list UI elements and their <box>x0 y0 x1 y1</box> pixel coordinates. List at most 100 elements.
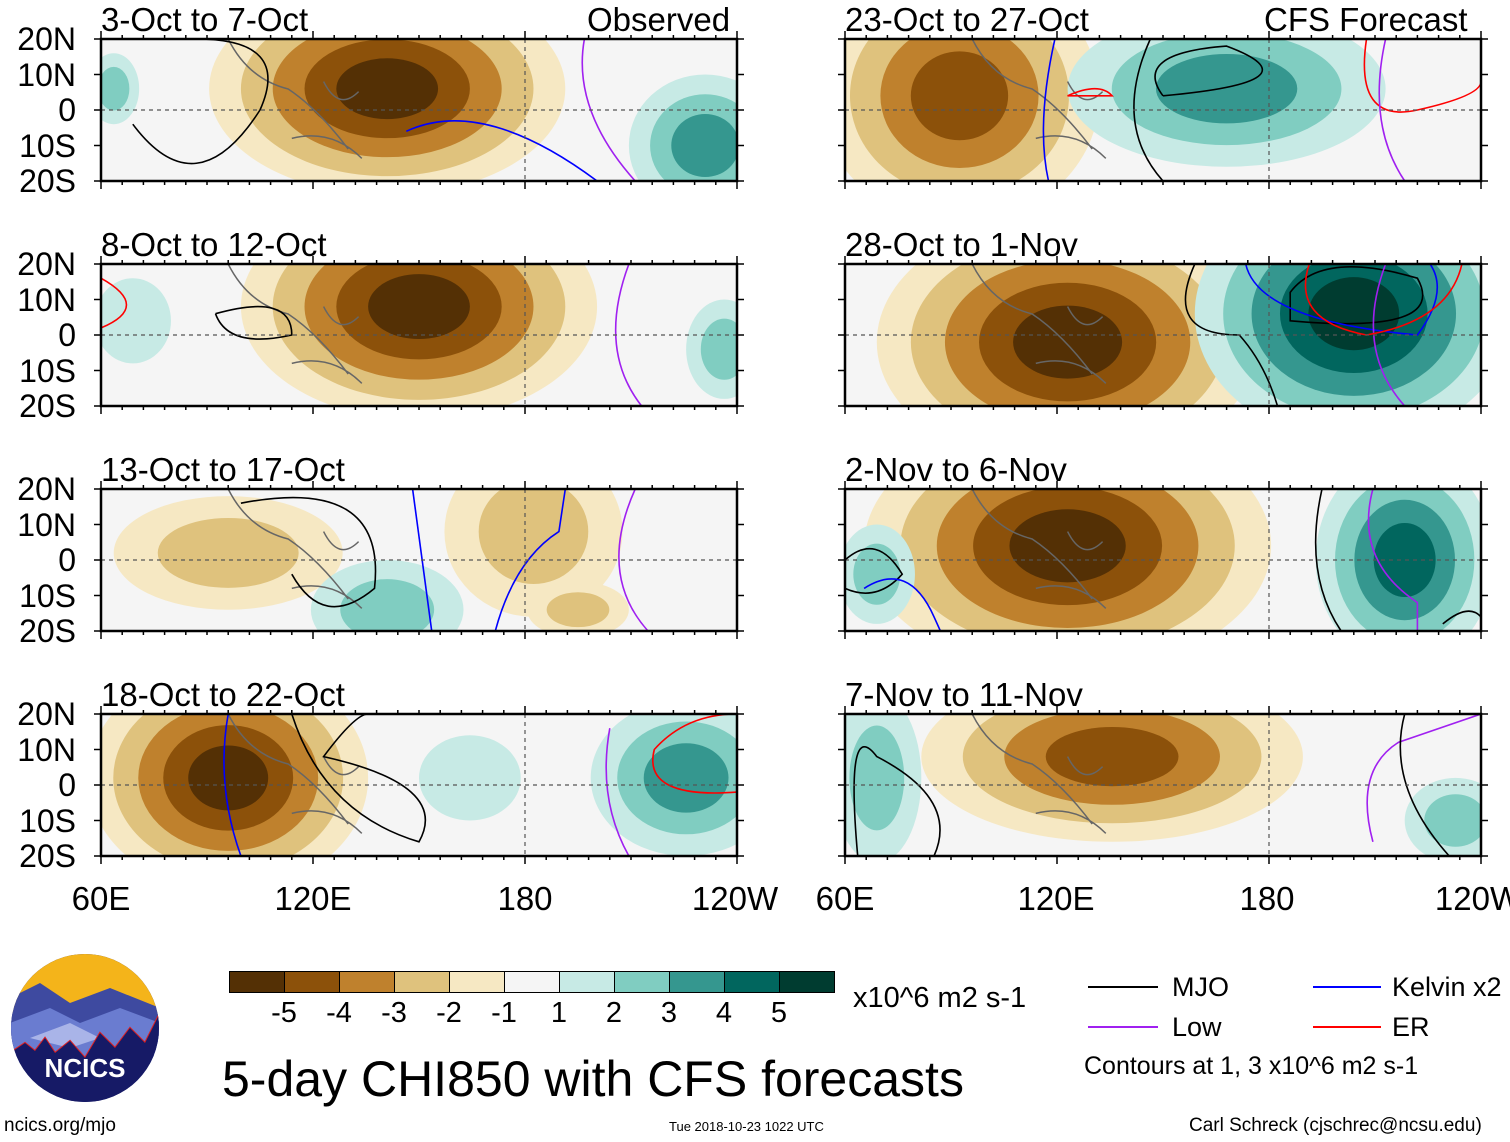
colorbar-label: -1 <box>491 997 517 1029</box>
anomaly-shading <box>643 743 729 813</box>
anomaly-shading <box>157 517 299 588</box>
map-panel-right-2 <box>838 481 1488 639</box>
colorbar-label: -4 <box>326 997 352 1029</box>
coastline <box>227 714 363 834</box>
anomaly-shading <box>1045 726 1179 787</box>
map-panel-right-3 <box>838 706 1488 864</box>
legend-line-mjo <box>1088 986 1158 988</box>
lon-label: 120E <box>1017 880 1095 917</box>
lat-label: 10N <box>17 281 76 318</box>
lon-label: 120W <box>1434 880 1510 917</box>
ncics-logo: NCICS <box>11 954 159 1102</box>
map-panel-left-2 <box>94 481 744 639</box>
map-panel-right-0 <box>838 31 1488 189</box>
wave-contour <box>240 496 377 608</box>
wave-contour <box>863 578 942 631</box>
coastline <box>227 264 363 384</box>
wave-contour <box>1244 264 1439 336</box>
panel-title: 13-Oct to 17-Oct <box>101 451 345 488</box>
wave-contour <box>1367 489 1419 631</box>
logo-text: NCICS <box>45 1053 126 1083</box>
map-panel-left-0 <box>94 31 744 189</box>
map-panel-left-3 <box>94 706 744 864</box>
lon-label: 60E <box>71 880 131 917</box>
forecast-label: CFS Forecast <box>1264 1 1468 38</box>
lat-label: 20S <box>19 838 76 874</box>
map-panel-right-1 <box>838 256 1488 414</box>
lat-label: 0 <box>58 317 76 353</box>
anomaly-shading <box>340 579 435 631</box>
anomaly-shading <box>1155 53 1298 124</box>
timestamp: Tue 2018-10-23 1022 UTC <box>669 1119 824 1134</box>
legend-line-kelvin <box>1313 986 1381 988</box>
wave-contour <box>223 714 242 856</box>
anomaly-shading <box>368 274 470 340</box>
lat-label: 10S <box>19 127 76 164</box>
coastline <box>227 39 363 159</box>
legend-line-low <box>1088 1026 1158 1028</box>
panel-title: 3-Oct to 7-Oct <box>101 1 309 38</box>
legend-label-kelvin: Kelvin x2 <box>1392 972 1502 1002</box>
lon-label: 120W <box>691 880 779 917</box>
wave-contour <box>614 264 643 406</box>
colorbar-swatch <box>779 971 835 993</box>
wave-contour <box>618 489 649 631</box>
wave-contour <box>101 277 128 329</box>
legend-label-low: Low <box>1172 1012 1222 1042</box>
lat-label: 20S <box>19 613 76 649</box>
wave-contour <box>291 714 427 843</box>
lat-label: 20S <box>19 388 76 424</box>
map-panel-left-1 <box>94 256 744 414</box>
wave-contour <box>494 489 567 631</box>
anomaly-shading <box>1308 277 1400 351</box>
colorbar-swatch <box>614 971 670 993</box>
anomaly-shading <box>101 66 130 111</box>
wave-contour <box>214 305 293 340</box>
lat-label: 10N <box>17 731 76 768</box>
wave-contour <box>1289 266 1424 325</box>
colorbar-swatch <box>504 971 560 993</box>
colorbar-label: 4 <box>715 997 733 1029</box>
lat-label: 10N <box>17 56 76 93</box>
wave-contour <box>845 547 904 594</box>
source-url[interactable]: ncics.org/mjo <box>4 1115 116 1136</box>
legend-label-mjo: MJO <box>1172 972 1229 1002</box>
coastline <box>227 489 363 609</box>
wave-contour <box>1442 610 1481 625</box>
legend-line-er <box>1313 1026 1381 1028</box>
observed-label: Observed <box>587 1 731 38</box>
colorbar-swatch <box>284 971 340 993</box>
wave-contour <box>1042 39 1056 181</box>
anomaly-shading <box>1424 794 1481 847</box>
lat-label: 20S <box>19 163 76 199</box>
anomaly-shading <box>188 745 269 811</box>
lat-label: 0 <box>58 542 76 578</box>
anomaly-shading <box>101 278 171 364</box>
colorbar-label: -3 <box>381 997 407 1029</box>
author-credit: Carl Schreck (cjschrec@ncsu.edu) <box>1189 1115 1482 1136</box>
lat-label: 10S <box>19 352 76 389</box>
figure-title: 5-day CHI850 with CFS forecasts <box>222 1051 964 1107</box>
lat-label: 0 <box>58 92 76 128</box>
anomaly-shading <box>419 735 521 821</box>
coastline <box>971 264 1107 384</box>
anomaly-shading <box>336 58 439 120</box>
colorbar-swatch <box>724 971 780 993</box>
anomaly-shading <box>478 489 589 585</box>
wave-contour <box>853 746 941 856</box>
colorbar-swatch <box>394 971 450 993</box>
colorbar-swatch <box>339 971 395 993</box>
colorbar-label: 3 <box>660 997 678 1029</box>
wave-contour <box>1372 264 1406 406</box>
colorbar-units: x10^6 m2 s-1 <box>853 982 1027 1014</box>
colorbar-label: 2 <box>605 997 623 1029</box>
anomaly-shading <box>849 725 905 831</box>
colorbar-swatch <box>669 971 725 993</box>
lon-label: 180 <box>497 880 553 917</box>
lat-label: 10N <box>17 506 76 543</box>
colorbar-label: 1 <box>550 997 568 1029</box>
anomaly-shading <box>546 592 610 628</box>
wave-contour <box>1363 39 1481 113</box>
panel-title: 7-Nov to 11-Nov <box>845 676 1083 713</box>
